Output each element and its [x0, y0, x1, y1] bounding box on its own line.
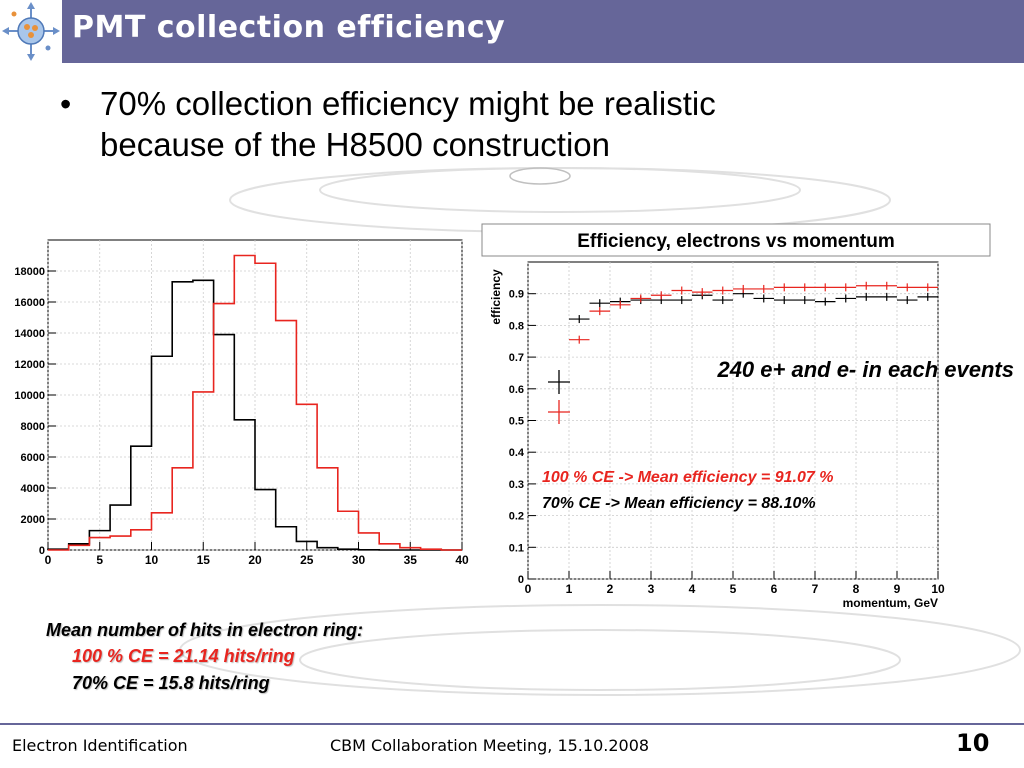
eff-y-tick-label: 0.8	[509, 320, 524, 332]
eff-series-0-point	[856, 292, 877, 301]
hist-x-tick-label: 20	[248, 553, 262, 567]
eff-series-1-point	[897, 283, 918, 292]
eff-y-tick-label: 0	[518, 574, 524, 586]
hits-summary-100-ce: 100 % CE = 21.14 hits/ring	[72, 646, 295, 666]
cbm-logo-icon	[0, 0, 62, 63]
eff-series-1-point	[733, 284, 754, 293]
bullet-text-line-2: because of the H8500 construction	[100, 126, 611, 163]
eff-series-1-point	[753, 284, 774, 293]
hist-x-tick-label: 10	[145, 553, 159, 567]
hist-series-1-line	[48, 254, 462, 551]
hist-y-tick-label: 6000	[21, 452, 45, 464]
hist-x-tick-label: 30	[352, 553, 366, 567]
hist-y-tick-label: 8000	[21, 421, 45, 433]
eff-x-tick-label: 7	[812, 582, 819, 596]
eff-series-0-point	[917, 292, 938, 301]
eff-x-tick-label: 8	[853, 582, 860, 596]
hist-y-tick-label: 18000	[14, 266, 45, 278]
eff-series-0-point	[794, 296, 815, 305]
eff-x-tick-label: 5	[730, 582, 737, 596]
eff-y-tick-label: 0.9	[509, 289, 524, 301]
bullet-marker: •	[60, 86, 72, 122]
hist-x-tick-label: 15	[197, 553, 211, 567]
eff-x-tick-label: 10	[931, 582, 945, 596]
efficiency-vs-momentum-chart: Efficiency, electrons vs momentum 0 1 2 3 4 5 6…	[481, 223, 1014, 610]
hist-y-tick-label: 10000	[14, 390, 45, 402]
eff-series-1-point	[589, 307, 610, 316]
footer-meeting-name: CBM Collaboration Meeting, 15.10.2008	[330, 736, 650, 755]
eff-y-tick-label: 0.5	[509, 416, 524, 428]
eff-chart-title: Efficiency, electrons vs momentum	[577, 231, 894, 252]
eff-series-0-point	[897, 296, 918, 305]
eff-y-axis-label: efficiency	[489, 269, 503, 325]
eff-series-1-point	[794, 283, 815, 292]
eff-series-0-point	[569, 315, 590, 324]
hist-y-tick-label: 16000	[14, 297, 45, 309]
page-title: PMT collection efficiency	[72, 10, 506, 45]
eff-x-tick-label: 1	[566, 582, 573, 596]
eff-y-tick-label: 0.7	[509, 352, 524, 364]
eff-series-0-point	[589, 299, 610, 308]
eff-legend-70-ce: 70% CE -> Mean efficiency = 88.10%	[542, 495, 816, 512]
eff-series-1-point	[712, 286, 733, 295]
eff-y-tick-label: 0.3	[509, 479, 524, 491]
hits-summary-70-ce: 70% CE = 15.8 hits/ring	[72, 673, 270, 693]
hist-y-tick-label: 12000	[14, 359, 45, 371]
eff-annotation-events: 240 e+ and e- in each events	[716, 357, 1014, 382]
footer-divider	[0, 723, 1024, 725]
eff-y-tick-label: 0.4	[509, 447, 525, 459]
hits-histogram-chart: 0 5 10 15 20 25 30 35 40 0 2000 4000 6000 8000 10000 12…	[14, 239, 469, 567]
hist-y-tick-label: 4000	[21, 483, 45, 495]
hist-x-tick-label: 0	[45, 553, 52, 567]
hits-summary-title: Mean number of hits in electron ring:	[46, 620, 364, 640]
eff-legend-marker-1	[548, 400, 570, 424]
eff-x-tick-label: 9	[894, 582, 901, 596]
title-bar	[62, 0, 1024, 63]
eff-title-box	[481, 223, 991, 257]
eff-series-1-point	[692, 288, 713, 297]
hist-y-tick-label: 14000	[14, 328, 45, 340]
eff-y-tick-label: 0.2	[509, 511, 524, 523]
eff-series-1-point	[651, 291, 672, 300]
eff-series-1-point	[610, 300, 631, 309]
eff-y-tick-label: 0.1	[509, 542, 524, 554]
eff-series-1-point	[671, 286, 692, 295]
eff-series-1-point	[856, 281, 877, 290]
eff-x-tick-label: 4	[689, 582, 696, 596]
hist-x-tick-label: 25	[300, 553, 314, 567]
eff-series-1-point	[569, 335, 590, 344]
eff-series-1-point	[835, 283, 856, 292]
eff-y-tick-label: 0.6	[509, 384, 524, 396]
eff-x-axis-label: momentum, GeV	[843, 596, 938, 610]
eff-series-1-point	[630, 294, 651, 303]
page-number: 10	[956, 729, 990, 757]
eff-series-1-point	[876, 281, 897, 290]
bullet-text-line-1: 70% collection efficiency might be reali…	[100, 85, 716, 122]
hist-series-0-line	[47, 279, 462, 551]
eff-series-0-point	[712, 296, 733, 305]
hist-x-tick-label: 40	[455, 553, 469, 567]
eff-x-tick-label: 2	[607, 582, 614, 596]
eff-series-1-point	[774, 283, 795, 292]
hist-x-tick-label: 5	[96, 553, 103, 567]
hist-x-tick-label: 35	[404, 553, 418, 567]
eff-series-0-point	[835, 294, 856, 303]
hist-y-tick-label: 0	[39, 545, 45, 557]
eff-x-tick-label: 3	[648, 582, 655, 596]
hist-frame	[47, 239, 463, 551]
eff-series-1-point	[917, 283, 938, 292]
eff-series-1-point	[815, 283, 836, 292]
footer-section-name: Electron Identification	[12, 736, 188, 755]
eff-x-tick-label: 0	[525, 582, 532, 596]
eff-series-0-point	[774, 296, 795, 305]
eff-series-0-point	[753, 294, 774, 303]
eff-x-tick-label: 6	[771, 582, 778, 596]
eff-legend-100-ce: 100 % CE -> Mean efficiency = 91.07 %	[542, 469, 833, 486]
eff-legend-marker-0	[548, 370, 570, 394]
eff-series-0-point	[876, 292, 897, 301]
hist-y-tick-label: 2000	[21, 514, 45, 526]
eff-series-0-point	[815, 297, 836, 306]
eff-series-0-point	[671, 296, 692, 305]
